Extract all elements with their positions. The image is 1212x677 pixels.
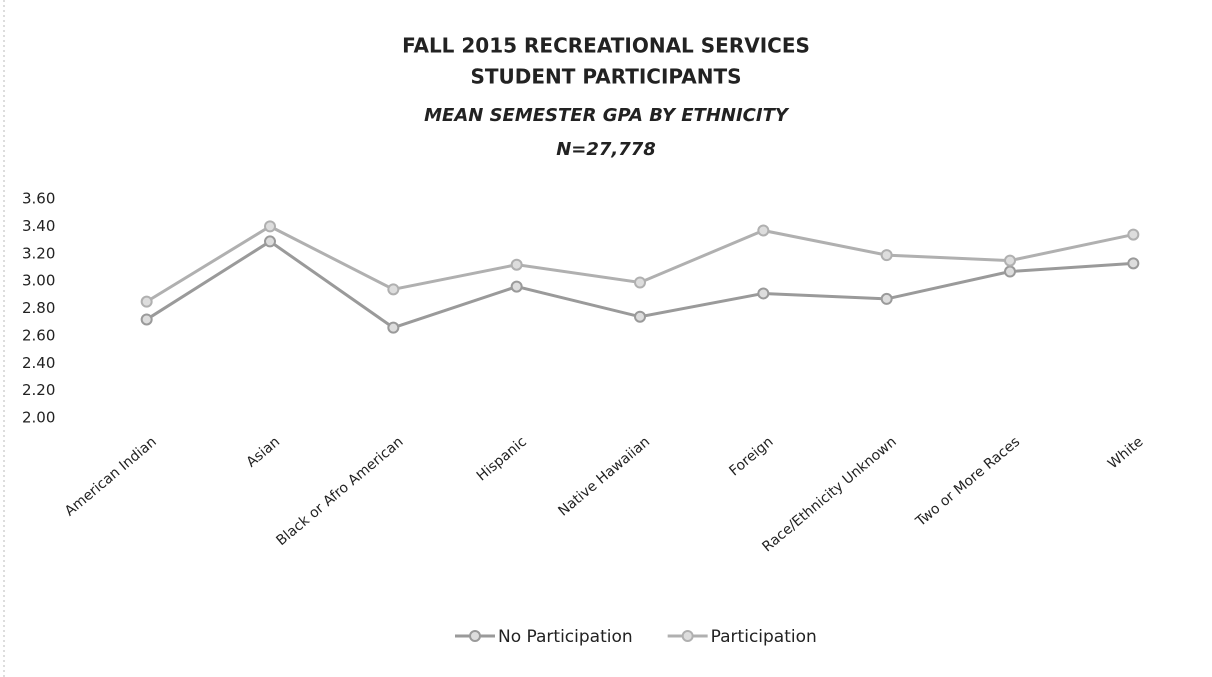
y-tick-label: 3.60	[22, 190, 55, 208]
y-tick-label: 3.20	[22, 244, 55, 262]
x-tick-label: Hispanic	[474, 434, 530, 485]
y-tick-label: 2.40	[22, 354, 55, 372]
marker	[1004, 254, 1016, 267]
marker	[634, 310, 646, 323]
y-tick-label: 2.80	[22, 299, 55, 317]
x-tick-label: Two or More Races	[912, 434, 1023, 531]
legend-label: Participation	[711, 627, 817, 647]
marker	[880, 249, 893, 262]
marker	[140, 295, 153, 308]
marker	[1127, 228, 1140, 241]
x-tick-label: Foreign	[726, 434, 776, 480]
x-tick-label: Black or Afro American	[273, 434, 406, 549]
chart-subtitle: N=27,778	[556, 139, 656, 160]
marker	[757, 224, 770, 237]
marker	[1127, 257, 1140, 270]
chart-subtitle: MEAN SEMESTER GPA BY ETHNICITY	[424, 105, 790, 126]
marker	[264, 220, 276, 233]
marker	[387, 283, 400, 296]
y-tick-label: 3.00	[22, 272, 55, 290]
y-tick-label: 2.20	[22, 381, 55, 399]
y-tick-label: 2.60	[22, 326, 55, 344]
marker	[264, 235, 276, 248]
y-tick-label: 3.40	[22, 217, 55, 235]
chart-title: STUDENT PARTICIPANTS	[471, 65, 742, 89]
legend-label: No Participation	[498, 627, 633, 647]
x-tick-label: Asian	[244, 434, 284, 471]
legend-marker	[469, 630, 481, 642]
series-line	[145, 224, 1134, 303]
marker	[510, 258, 523, 271]
marker	[880, 292, 893, 305]
marker	[634, 276, 646, 289]
x-tick-label: Race/Ethnicity Unknown	[759, 434, 899, 555]
x-tick-label: American Indian	[62, 434, 160, 520]
x-tick-label: White	[1105, 434, 1146, 472]
marker	[757, 287, 770, 300]
x-tick-label: Native Hawaiian	[555, 434, 653, 520]
marker	[510, 280, 523, 293]
legend-marker	[681, 630, 694, 642]
marker	[387, 321, 400, 334]
y-tick-label: 2.00	[22, 409, 55, 427]
chart-title: FALL 2015 RECREATIONAL SERVICES	[402, 34, 810, 58]
marker	[1004, 265, 1016, 278]
marker	[140, 313, 153, 326]
